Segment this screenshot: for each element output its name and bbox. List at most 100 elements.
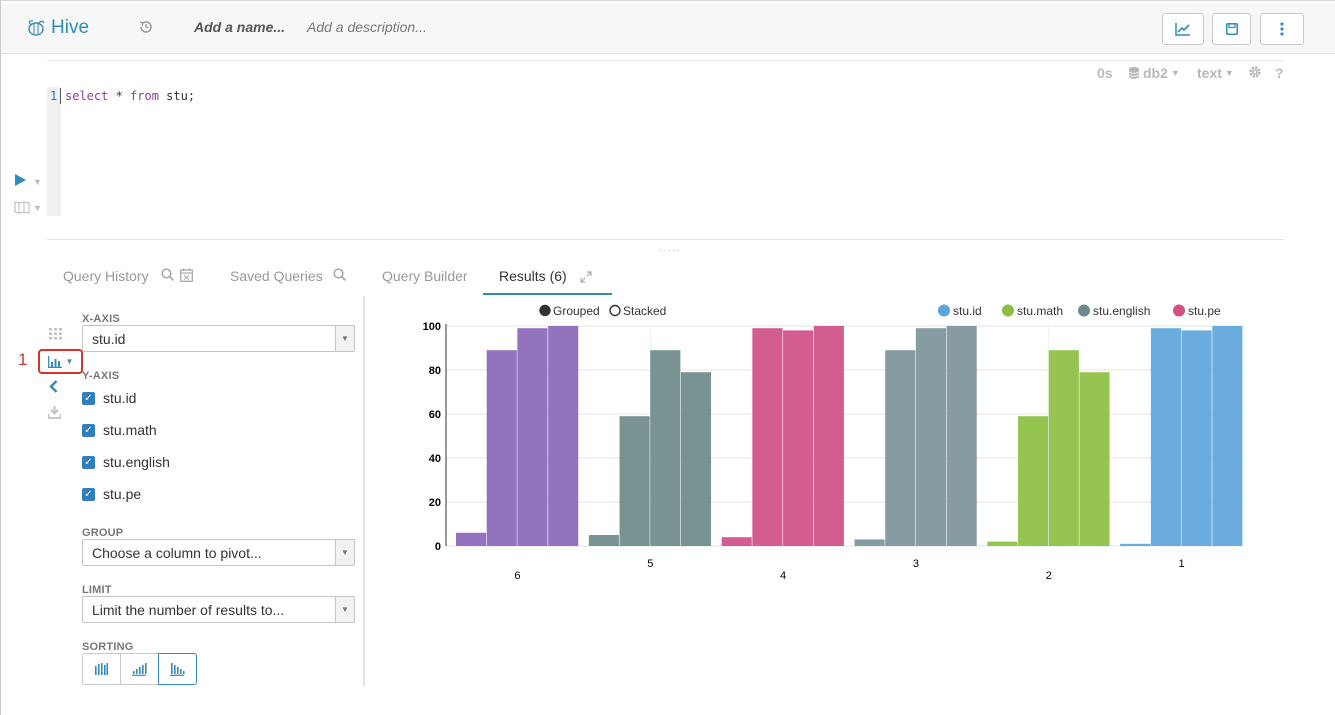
chart-bar[interactable]: [456, 532, 487, 546]
y-column-checkbox[interactable]: ✓ stu.id: [82, 390, 137, 406]
chart-bar[interactable]: [987, 541, 1018, 546]
chart-mode-label[interactable]: Grouped: [553, 304, 600, 318]
run-query-icon[interactable]: [15, 174, 26, 189]
caret-down-icon[interactable]: ▼: [33, 177, 42, 187]
line-number: 1: [50, 89, 58, 103]
chart-bar[interactable]: [752, 328, 783, 546]
sort-ascending-button[interactable]: [120, 653, 159, 685]
top-bar: Hive Add a name... Add a description...: [1, 4, 1335, 54]
chart-bar[interactable]: [915, 328, 947, 546]
caret-down-icon[interactable]: ▼: [33, 203, 42, 213]
chart-bar[interactable]: [783, 330, 814, 546]
y-column-checkbox[interactable]: ✓ stu.pe: [82, 486, 141, 502]
search-icon[interactable]: [333, 268, 347, 286]
book-icon[interactable]: [14, 201, 30, 219]
chart-bar[interactable]: [885, 350, 916, 546]
chart-bar[interactable]: [1048, 350, 1079, 546]
more-options-button[interactable]: [1260, 13, 1304, 45]
y-column-label: stu.id: [103, 390, 137, 406]
limit-label: LIMIT: [82, 584, 112, 596]
help-icon[interactable]: ?: [1275, 65, 1284, 81]
chart-mode-label[interactable]: Stacked: [623, 304, 666, 318]
x-axis-select[interactable]: stu.id ▼: [82, 325, 355, 352]
resize-handle[interactable]: ·····: [659, 245, 681, 256]
query-name-input[interactable]: Add a name...: [194, 19, 286, 35]
checkmark-icon[interactable]: ✓: [82, 423, 95, 437]
chart-bar[interactable]: [721, 537, 752, 546]
save-icon: [1225, 23, 1238, 35]
chart-bar[interactable]: [1120, 543, 1151, 546]
sorting-label: SORTING: [82, 641, 134, 653]
tab-query-builder[interactable]: Query Builder: [382, 268, 468, 284]
search-icon[interactable]: [161, 268, 175, 286]
app-name: Hive: [51, 17, 90, 38]
tab-results[interactable]: Results (6): [499, 268, 567, 284]
chart-mode-radio[interactable]: [539, 304, 551, 317]
y-column-checkbox[interactable]: ✓ stu.math: [82, 422, 157, 438]
settings-gear-icon[interactable]: [1248, 65, 1262, 82]
sort-none-button[interactable]: [82, 653, 121, 685]
chart-bar[interactable]: [946, 326, 977, 546]
history-icon[interactable]: [139, 20, 153, 38]
legend-label[interactable]: stu.id: [953, 304, 982, 318]
chart-bar[interactable]: [813, 326, 844, 546]
chart-bar[interactable]: [854, 539, 885, 546]
query-description-input[interactable]: Add a description...: [307, 19, 427, 35]
legend-label[interactable]: stu.english: [1093, 304, 1150, 318]
caret-down-icon: ▼: [335, 597, 354, 622]
chart-bar[interactable]: [650, 350, 681, 546]
chart-bar[interactable]: [517, 328, 548, 546]
chart-bar[interactable]: [680, 372, 712, 546]
group-select[interactable]: Choose a column to pivot... ▼: [82, 539, 355, 566]
sort-descending-button[interactable]: [158, 653, 197, 685]
chart-bar[interactable]: [1150, 328, 1181, 546]
legend-label[interactable]: stu.math: [1017, 304, 1063, 318]
chevron-left-icon[interactable]: [49, 380, 58, 398]
legend-swatch[interactable]: [938, 304, 950, 317]
y-column-checkbox[interactable]: ✓ stu.english: [82, 454, 170, 470]
chart-mode-radio[interactable]: [609, 304, 621, 317]
y-tick-label: 20: [429, 497, 441, 509]
save-button[interactable]: [1212, 13, 1251, 45]
tab-query-history[interactable]: Query History: [63, 268, 149, 284]
limit-select[interactable]: Limit the number of results to... ▼: [82, 596, 355, 623]
chart-bar[interactable]: [1018, 416, 1049, 546]
database-icon: [1128, 67, 1140, 79]
x-tick-label: 2: [1046, 570, 1052, 582]
caret-down-icon: ▼: [335, 326, 354, 351]
download-icon[interactable]: [47, 406, 62, 424]
chart-bar[interactable]: [486, 350, 517, 546]
caret-down-icon: ▼: [65, 357, 74, 366]
expand-icon[interactable]: [580, 270, 592, 288]
legend-swatch[interactable]: [1002, 304, 1014, 317]
legend-label[interactable]: stu.pe: [1188, 304, 1221, 318]
code-editor[interactable]: select * from stu;: [65, 89, 195, 103]
limit-placeholder: Limit the number of results to...: [92, 602, 285, 618]
table-grid-icon[interactable]: [49, 327, 62, 345]
format-selector[interactable]: text ▼: [1197, 65, 1234, 81]
vertical-dots-icon: [1280, 22, 1284, 36]
chart-bar[interactable]: [548, 326, 579, 546]
database-selector[interactable]: db2 ▼: [1128, 65, 1180, 81]
chart-view-button[interactable]: [1162, 13, 1204, 45]
calendar-icon[interactable]: [180, 268, 193, 287]
legend-swatch[interactable]: [1173, 304, 1185, 317]
checkmark-icon[interactable]: ✓: [82, 455, 95, 469]
chart-bar[interactable]: [1181, 330, 1212, 546]
chart-bar[interactable]: [619, 416, 650, 546]
group-label: GROUP: [82, 527, 124, 539]
chart-bar[interactable]: [1212, 326, 1243, 546]
chart-bar[interactable]: [588, 535, 619, 546]
checkmark-icon[interactable]: ✓: [82, 487, 95, 501]
checkmark-icon[interactable]: ✓: [82, 391, 95, 405]
annotation-number: 1: [18, 350, 28, 369]
caret-down-icon: ▼: [335, 540, 354, 565]
chart-bar[interactable]: [1079, 372, 1110, 546]
tab-saved-queries[interactable]: Saved Queries: [230, 268, 323, 284]
legend-swatch[interactable]: [1078, 304, 1090, 317]
chart-type-button[interactable]: ▼: [38, 349, 83, 374]
chart-legend: Grouped Stacked stu.id stu.math stu.english s…: [539, 304, 1221, 318]
hive-logo[interactable]: Hive: [25, 17, 89, 39]
database-name: db2: [1143, 65, 1168, 81]
y-column-label: stu.english: [103, 454, 170, 470]
